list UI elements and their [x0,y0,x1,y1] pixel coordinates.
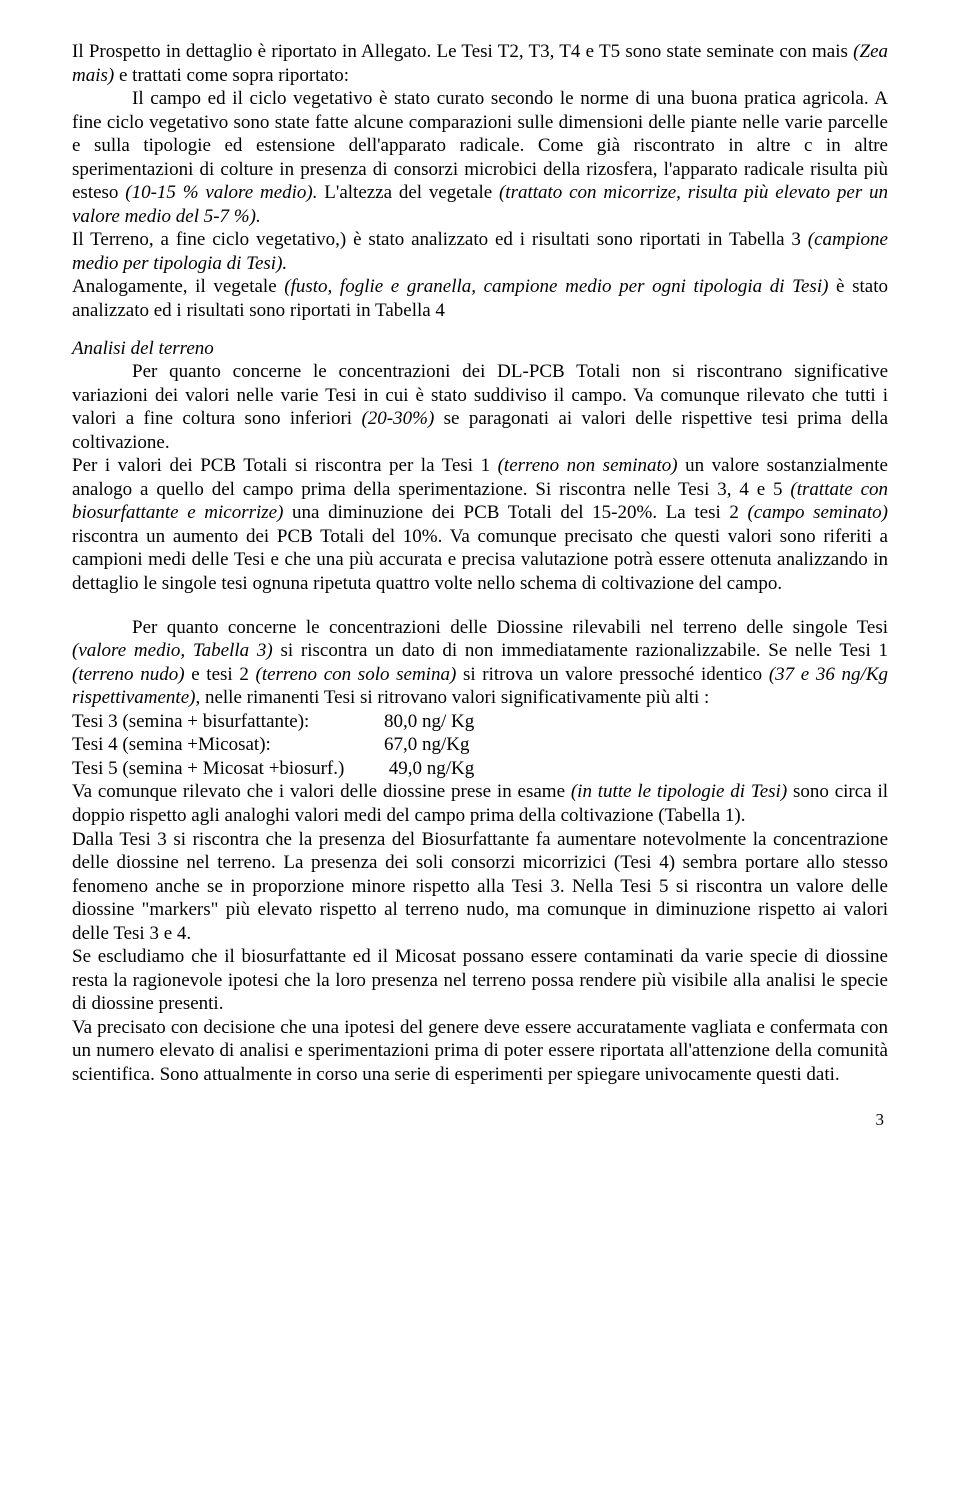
text-italic: (20-30%) [361,408,434,429]
text: si ritrova un valore pressoché identico [456,664,769,685]
text-italic: (fusto, foglie e granella, campione medi… [284,276,828,297]
text: riscontra un aumento dei PCB Totali del … [72,526,888,594]
paragraph-1: Il Prospetto in dettaglio è riportato in… [72,40,888,87]
text: L'altezza del vegetale [324,182,499,203]
text-italic: (valore medio, Tabella 3) [72,640,273,661]
page-content: Il Prospetto in dettaglio è riportato in… [0,0,960,1160]
heading-analisi: Analisi del terreno [72,337,888,361]
text: si riscontra un dato di non immediatamen… [273,640,888,661]
text: Per i valori dei PCB Totali si riscontra… [72,455,498,476]
text: Il Terreno, a fine ciclo vegetativo,) è … [72,229,808,250]
text-italic: (terreno nudo) [72,664,185,685]
paragraph-9: Dalla Tesi 3 si riscontra che la presenz… [72,828,888,946]
text: una diminuzione dei PCB Totali del 15-20… [283,502,747,523]
paragraph-3: Il Terreno, a fine ciclo vegetativo,) è … [72,228,888,275]
text: Analogamente, il vegetale [72,276,284,297]
list-value: 49,0 ng/Kg [384,758,474,779]
text: Il Prospetto in dettaglio è riportato in… [72,41,853,62]
page-number: 3 [72,1109,888,1130]
list-value: 67,0 ng/Kg [384,734,470,755]
text-italic: (terreno non seminato) [498,455,678,476]
text-italic: (terreno con solo semina) [256,664,457,685]
list-value: 80,0 ng/ Kg [384,711,474,732]
list-label: Tesi 4 (semina +Micosat): [72,733,384,757]
text-italic: (campo seminato) [747,502,888,523]
list-line-tesi5: Tesi 5 (semina + Micosat +biosurf.) 49,0… [72,757,888,781]
paragraph-4: Analogamente, il vegetale (fusto, foglie… [72,275,888,322]
text: , nelle rimanenti Tesi si ritrovano valo… [195,687,709,708]
paragraph-2: Il campo ed il ciclo vegetativo è stato … [72,87,888,228]
paragraph-6: Per i valori dei PCB Totali si riscontra… [72,454,888,595]
list-label: Tesi 3 (semina + bisurfattante): [72,710,384,734]
text: e tesi 2 [185,664,256,685]
paragraph-5: Per quanto concerne le concentrazioni de… [72,360,888,454]
paragraph-10: Se escludiamo che il biosurfattante ed i… [72,945,888,1016]
spacer [72,596,888,616]
list-line-tesi3: Tesi 3 (semina + bisurfattante):80,0 ng/… [72,710,888,734]
paragraph-11: Va precisato con decisione che una ipote… [72,1016,888,1087]
list-line-tesi4: Tesi 4 (semina +Micosat):67,0 ng/Kg [72,733,888,757]
paragraph-7: Per quanto concerne le concentrazioni de… [72,616,888,710]
text-italic: (in tutte le tipologie di Tesi) [571,781,787,802]
spacer [72,323,888,337]
paragraph-8: Va comunque rilevato che i valori delle … [72,780,888,827]
text: Per quanto concerne le concentrazioni de… [132,617,888,638]
list-label: Tesi 5 (semina + Micosat +biosurf.) [72,757,384,781]
text-italic: (10-15 % valore medio). [125,182,324,203]
text: Va comunque rilevato che i valori delle … [72,781,571,802]
text: e trattati come sopra riportato: [114,65,349,86]
